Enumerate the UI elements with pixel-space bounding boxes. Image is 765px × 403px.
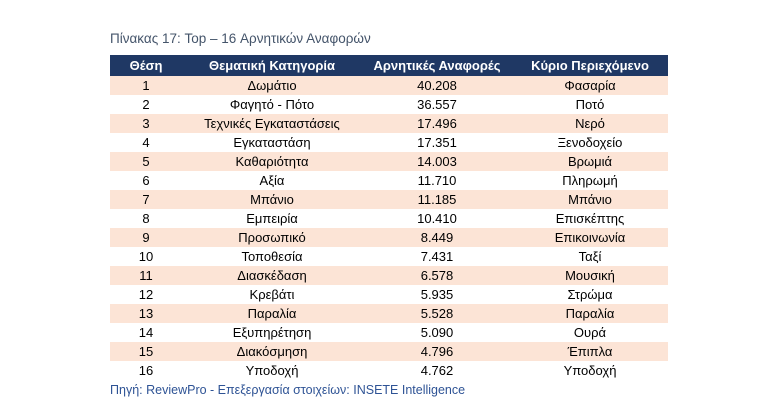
cell-category: Εμπειρία <box>246 211 298 226</box>
cell-main-content: Παραλία <box>565 306 615 321</box>
header-main-content: Κύριο Περιεχόμενο <box>512 55 668 76</box>
table-row: 3 Τεχνικές Εγκαταστάσεις 17.496 Νερό <box>110 114 668 133</box>
table-row: 2 Φαγητό - Πότο 36.557 Ποτό <box>110 95 668 114</box>
table-caption: Πίνακας 17: Top – 16 Αρνητικών Αναφορών <box>110 31 371 46</box>
cell-position: 9 <box>142 230 150 245</box>
cell-negative-reports: 4.796 <box>420 344 454 359</box>
cell-main-content: Ουρά <box>573 325 607 340</box>
cell-negative-reports: 36.557 <box>417 97 457 112</box>
header-category: Θεματική Κατηγορία <box>182 55 362 76</box>
cell-position: 7 <box>142 192 150 207</box>
cell-position: 6 <box>142 173 150 188</box>
table-row: 16 Υποδοχή 4.762 Υποδοχή <box>110 361 668 380</box>
cell-negative-reports: 4.762 <box>420 363 454 378</box>
cell-negative-reports: 5.528 <box>420 306 454 321</box>
cell-position: 2 <box>142 97 150 112</box>
cell-category: Εξυπηρέτηση <box>232 325 312 340</box>
table-row: 7 Μπάνιο 11.185 Μπάνιο <box>110 190 668 209</box>
header-row: Θέση Θεματική Κατηγορία Αρνητικές Αναφορ… <box>110 55 668 76</box>
cell-position: 5 <box>142 154 150 169</box>
header-position: Θέση <box>110 55 182 76</box>
cell-position: 10 <box>138 249 154 264</box>
table-row: 6 Αξία 11.710 Πληρωμή <box>110 171 668 190</box>
table-row: 15 Διακόσμηση 4.796 Έπιπλα <box>110 342 668 361</box>
table-row: 5 Καθαριότητα 14.003 Βρωμιά <box>110 152 668 171</box>
cell-position: 16 <box>138 363 154 378</box>
table-row: 8 Εμπειρία 10.410 Επισκέπτης <box>110 209 668 228</box>
cell-category: Εγκαταστάση <box>233 135 311 150</box>
cell-main-content: Επικοινωνία <box>554 230 626 245</box>
cell-main-content: Μπάνιο <box>568 192 612 207</box>
cell-position: 8 <box>142 211 150 226</box>
cell-category: Δωμάτιο <box>247 78 297 93</box>
table-header: Θέση Θεματική Κατηγορία Αρνητικές Αναφορ… <box>110 55 668 76</box>
cell-category: Μπάνιο <box>250 192 294 207</box>
table-row: 9 Προσωπικό 8.449 Επικοινωνία <box>110 228 668 247</box>
negative-reports-table: Θέση Θεματική Κατηγορία Αρνητικές Αναφορ… <box>110 55 668 380</box>
cell-main-content: Ξενοδοχείο <box>557 135 623 150</box>
cell-category: Κρεβάτι <box>249 287 295 302</box>
cell-position: 4 <box>142 135 150 150</box>
cell-main-content: Στρώμα <box>567 287 613 302</box>
cell-negative-reports: 40.208 <box>417 78 457 93</box>
table-row: 11 Διασκέδαση 6.578 Μουσική <box>110 266 668 285</box>
cell-main-content: Ταξί <box>578 249 602 264</box>
cell-main-content: Ποτό <box>575 97 605 112</box>
cell-position: 13 <box>138 306 154 321</box>
cell-position: 3 <box>142 116 150 131</box>
cell-category: Φαγητό - Πότο <box>229 97 315 112</box>
cell-negative-reports: 14.003 <box>417 154 457 169</box>
cell-category: Προσωπικό <box>238 230 306 245</box>
cell-negative-reports: 5.090 <box>420 325 454 340</box>
cell-negative-reports: 11.185 <box>417 192 457 207</box>
header-negative-reports: Αρνητικές Αναφορές <box>362 55 512 76</box>
cell-category: Τεχνικές Εγκαταστάσεις <box>204 116 340 131</box>
table-body: 1 Δωμάτιο 40.208 Φασαρία 2 Φαγητό - Πότο 36.55… <box>110 76 668 380</box>
cell-main-content: Μουσική <box>565 268 615 283</box>
cell-main-content: Πληρωμή <box>562 173 618 188</box>
cell-main-content: Βρωμιά <box>567 154 613 169</box>
cell-position: 11 <box>139 268 153 283</box>
cell-category: Διασκέδαση <box>237 268 307 283</box>
cell-position: 14 <box>138 325 154 340</box>
cell-category: Καθαριότητα <box>235 154 309 169</box>
table-row: 4 Εγκαταστάση 17.351 Ξενοδοχείο <box>110 133 668 152</box>
cell-category: Υποδοχή <box>245 363 299 378</box>
cell-position: 1 <box>142 78 150 93</box>
table-row: 12 Κρεβάτι 5.935 Στρώμα <box>110 285 668 304</box>
source-note: Πηγή: ReviewPro - Επεξεργασία στοιχείων:… <box>110 383 466 397</box>
cell-main-content: Φασαρία <box>564 78 616 93</box>
cell-category: Παραλία <box>247 306 297 321</box>
cell-category: Διακόσμηση <box>236 344 308 359</box>
table-row: 13 Παραλία 5.528 Παραλία <box>110 304 668 323</box>
cell-negative-reports: 10.410 <box>417 211 457 226</box>
cell-category: Αξία <box>259 173 285 188</box>
cell-main-content: Έπιπλα <box>567 344 613 359</box>
cell-negative-reports: 17.351 <box>417 135 457 150</box>
cell-position: 12 <box>138 287 154 302</box>
cell-negative-reports: 5.935 <box>420 287 454 302</box>
cell-negative-reports: 17.496 <box>417 116 457 131</box>
cell-main-content: Νερό <box>575 116 605 131</box>
cell-negative-reports: 11.710 <box>417 173 457 188</box>
cell-position: 15 <box>138 344 154 359</box>
cell-negative-reports: 6.578 <box>420 268 454 283</box>
cell-category: Τοποθεσία <box>241 249 303 264</box>
cell-main-content: Επισκέπτης <box>555 211 625 226</box>
table-row: 14 Εξυπηρέτηση 5.090 Ουρά <box>110 323 668 342</box>
cell-negative-reports: 8.449 <box>420 230 454 245</box>
cell-negative-reports: 7.431 <box>420 249 454 264</box>
table-row: 10 Τοποθεσία 7.431 Ταξί <box>110 247 668 266</box>
cell-main-content: Υποδοχή <box>563 363 617 378</box>
table-row: 1 Δωμάτιο 40.208 Φασαρία <box>110 76 668 95</box>
